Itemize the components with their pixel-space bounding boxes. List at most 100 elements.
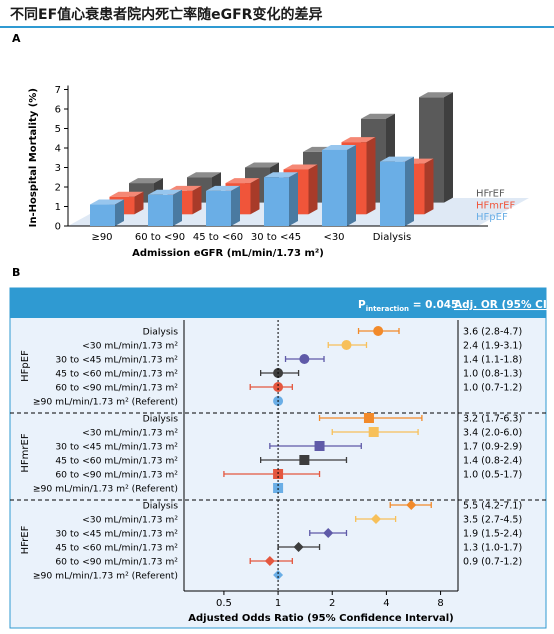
forest-row-label: Dialysis [143, 501, 179, 512]
forest-row-label: ≥90 mL/min/1.73 m² (Referent) [33, 397, 178, 408]
forest-row-label: <30 mL/min/1.73 m² [82, 515, 178, 526]
bar-top-hfpef [206, 185, 240, 191]
or-value: 1.0 (0.5-1.7) [463, 470, 522, 481]
panel-a-label: A [12, 32, 21, 45]
bar-top-hfref [187, 172, 221, 178]
or-value: 1.3 (1.0-1.7) [463, 543, 522, 554]
or-value: 1.9 (1.5-2.4) [463, 529, 522, 540]
or-marker [299, 354, 310, 364]
or-marker [299, 455, 310, 465]
or-value: 5.5 (4.2-7.1) [463, 501, 522, 512]
x-tick-label: 60 to <90 [135, 232, 185, 243]
title-bar: 不同EF值心衰患者院内死亡率随eGFR变化的差异 [0, 0, 554, 28]
bar-top-hfmref [225, 178, 260, 184]
bar-side-hfmref [308, 164, 318, 215]
bar-top-hfmref [109, 191, 144, 197]
bar-hfpef [90, 204, 115, 226]
bar-top-hfpef [380, 156, 414, 162]
bar-side-hfmref [366, 137, 376, 215]
bar-hfpef [380, 161, 405, 226]
bar-top-hfpef [322, 144, 356, 150]
series-label-hfmref: HFmrEF [476, 200, 515, 211]
y-axis-label: In-Hospital Mortality (%) [28, 88, 39, 227]
bar-top-hfpef [264, 172, 298, 178]
forest-row-label: <30 mL/min/1.73 m² [82, 428, 178, 439]
or-value: 3.2 (1.7-6.3) [463, 414, 522, 425]
y-tick-label: 5 [55, 124, 61, 135]
bar-hfpef [148, 194, 173, 226]
forest-row-label: ≥90 mL/min/1.73 m² (Referent) [33, 484, 178, 495]
bar-top-hfref [361, 113, 395, 119]
forest-row-label: 60 to <90 mL/min/1.73 m² [55, 383, 178, 394]
or-value: 1.4 (1.1-1.8) [463, 355, 522, 366]
bar-top-hfmref [283, 164, 318, 170]
group-label: HFpEF [20, 350, 31, 382]
forest-row-label: 30 to <45 mL/min/1.73 m² [55, 442, 178, 453]
forest-row-label: Dialysis [143, 327, 179, 338]
x-tick-label: <30 [323, 232, 344, 243]
forest-header-band [10, 288, 546, 318]
or-marker [293, 542, 304, 552]
x-axis-label: Admission eGFR (mL/min/1.73 m²) [132, 248, 324, 259]
x-tick-label: 2 [329, 598, 335, 609]
forest-row-label: 30 to <45 mL/min/1.73 m² [55, 529, 178, 540]
page-title: 不同EF值心衰患者院内死亡率随eGFR变化的差异 [10, 7, 323, 23]
bar-hfpef [264, 177, 289, 226]
x-tick-label: 0.5 [216, 598, 232, 609]
bar-side-hfpef [115, 199, 124, 226]
forest-row-label: 45 to <60 mL/min/1.73 m² [55, 456, 178, 467]
bar-side-hfpef [347, 144, 356, 226]
or-marker [314, 441, 325, 451]
y-tick-label: 2 [55, 183, 61, 194]
y-tick-label: 6 [55, 105, 61, 116]
series-label-hfref: HFrEF [476, 189, 505, 200]
bar-top-hfpef [148, 189, 182, 195]
forest-row-label: 45 to <60 mL/min/1.73 m² [55, 369, 178, 380]
forest-row-label: 45 to <60 mL/min/1.73 m² [55, 543, 178, 554]
y-tick-label: 1 [55, 202, 61, 213]
panel-b-label: B [12, 266, 21, 279]
x-axis-label: Adjusted Odds Ratio (95% Confidence Inte… [188, 613, 453, 624]
or-marker [363, 413, 374, 423]
bar-side-hfmref [192, 185, 202, 215]
or-value: 1.0 (0.8-1.3) [463, 369, 522, 380]
or-value: 1.0 (0.7-1.2) [463, 383, 522, 394]
bar-side-hfref [444, 92, 453, 203]
y-tick-label: 3 [55, 163, 61, 174]
bar-top-hfref [419, 92, 453, 98]
or-marker [273, 382, 284, 392]
bar-hfpef [322, 149, 347, 226]
forest-row-label: 60 to <90 mL/min/1.73 m² [55, 557, 178, 568]
x-tick-label: ≥90 [91, 232, 112, 243]
bar-side-hfmref [134, 191, 144, 215]
y-tick-label: 0 [55, 222, 61, 233]
forest-row-label: 60 to <90 mL/min/1.73 m² [55, 470, 178, 481]
or-value: 0.9 (0.7-1.2) [463, 557, 522, 568]
bar-top-hfref [129, 178, 163, 184]
or-marker [323, 528, 334, 538]
series-label-hfpef: HFpEF [476, 212, 508, 223]
y-tick-label: 7 [55, 85, 61, 96]
bar-side-hfpef [289, 172, 298, 226]
x-tick-label: Dialysis [373, 232, 412, 243]
bar-side-hfmref [250, 178, 260, 215]
forest-row-label: Dialysis [143, 414, 179, 425]
bar-hfpef [206, 190, 231, 226]
or-marker [341, 340, 352, 350]
or-value: 3.5 (2.7-4.5) [463, 515, 522, 526]
or-marker [264, 556, 275, 566]
or-value: 2.4 (1.9-3.1) [463, 341, 522, 352]
or-marker [273, 570, 284, 580]
bar-top-hfpef [90, 199, 124, 205]
or-marker [370, 514, 381, 524]
x-tick-label: 30 to <45 [251, 232, 301, 243]
y-tick-label: 4 [55, 144, 61, 155]
bar-top-hfmref [167, 185, 202, 191]
forest-row-label: 30 to <45 mL/min/1.73 m² [55, 355, 178, 366]
group-label: HFrEF [20, 525, 31, 554]
forest-row-label: ≥90 mL/min/1.73 m² (Referent) [33, 571, 178, 582]
bar-side-hfpef [231, 185, 240, 226]
bar-side-hfpef [405, 156, 414, 226]
